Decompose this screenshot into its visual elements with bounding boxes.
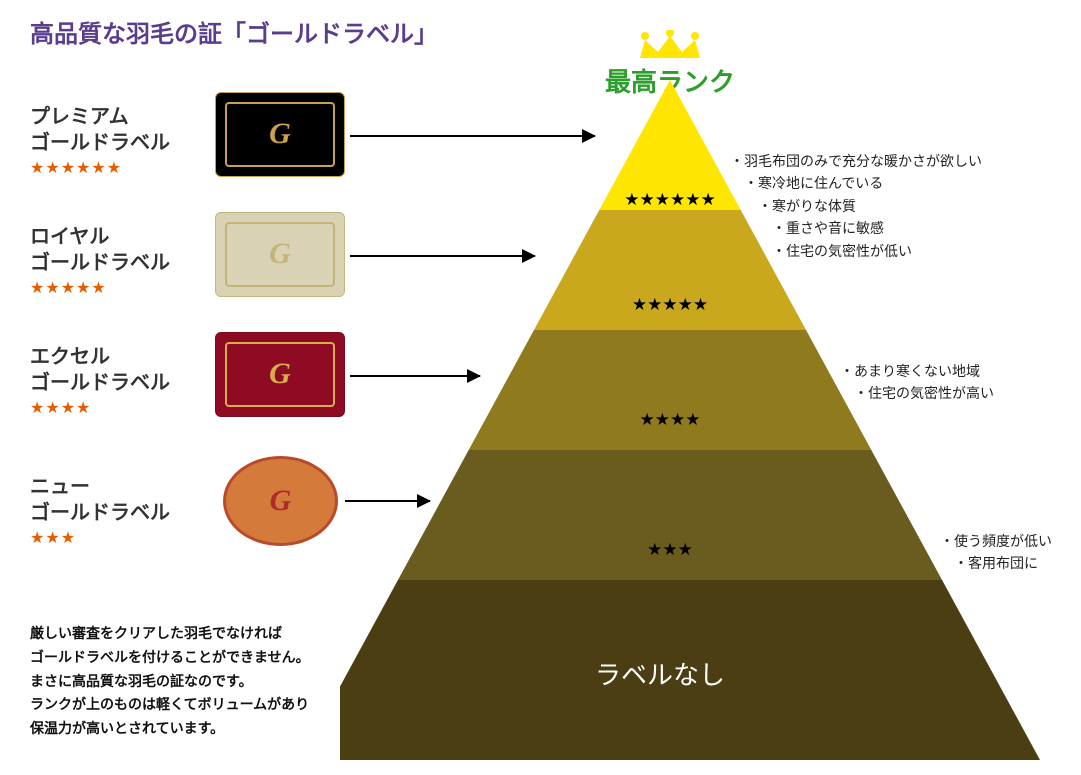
label-card: G: [215, 332, 345, 417]
label-item: ロイヤルゴールドラベル★★★★★: [30, 224, 170, 298]
notes-mid: ・あまり寒くない地域 ・住宅の気密性が高い: [840, 360, 994, 405]
logo-g-icon: G: [270, 484, 292, 518]
notes-low: ・使う頻度が低い ・客用布団に: [940, 530, 1052, 575]
label-item: ニューゴールドラベル★★★: [30, 474, 170, 548]
pyramid-tier-stars: ★★★: [570, 540, 770, 560]
label-card: G: [215, 92, 345, 177]
arrow-icon: [350, 375, 480, 377]
pyramid-tier-stars: ★★★★: [570, 410, 770, 430]
pyramid-tier: [469, 330, 872, 450]
logo-g-icon: G: [269, 117, 291, 151]
label-stars: ★★★★★★: [30, 158, 170, 178]
label-oval: G: [223, 456, 338, 546]
arrow-icon: [345, 500, 430, 502]
pyramid-label-none: ラベルなし: [595, 655, 725, 692]
arrow-icon: [350, 135, 595, 137]
logo-g-icon: G: [269, 357, 291, 391]
label-item: プレミアムゴールドラベル★★★★★★: [30, 104, 170, 178]
crown-icon: [630, 30, 710, 60]
label-name: エクセルゴールドラベル: [30, 344, 170, 396]
logo-g-icon: G: [269, 237, 291, 271]
label-name: ロイヤルゴールドラベル: [30, 224, 170, 276]
pyramid-tier: [398, 450, 942, 580]
notes-top: ・羽毛布団のみで充分な暖かさが欲しい ・寒冷地に住んでいる ・寒がりな体質 ・重…: [730, 150, 982, 262]
label-stars: ★★★: [30, 528, 170, 548]
label-name: プレミアムゴールドラベル: [30, 104, 170, 156]
label-stars: ★★★★: [30, 398, 170, 418]
pyramid-tier-stars: ★★★★★: [570, 295, 770, 315]
page-title: 高品質な羽毛の証「ゴールドラベル」: [30, 14, 438, 49]
arrow-icon: [350, 255, 535, 257]
label-stars: ★★★★★: [30, 278, 170, 298]
label-item: エクセルゴールドラベル★★★★: [30, 344, 170, 418]
label-name: ニューゴールドラベル: [30, 474, 170, 526]
title-part2: 「ゴールドラベル」: [222, 21, 438, 48]
label-card: G: [215, 212, 345, 297]
bottom-text: 厳しい審査をクリアした羽毛でなければゴールドラベルを付けることができません。まさ…: [30, 622, 310, 741]
title-part1: 高品質な羽毛の証: [30, 21, 222, 48]
